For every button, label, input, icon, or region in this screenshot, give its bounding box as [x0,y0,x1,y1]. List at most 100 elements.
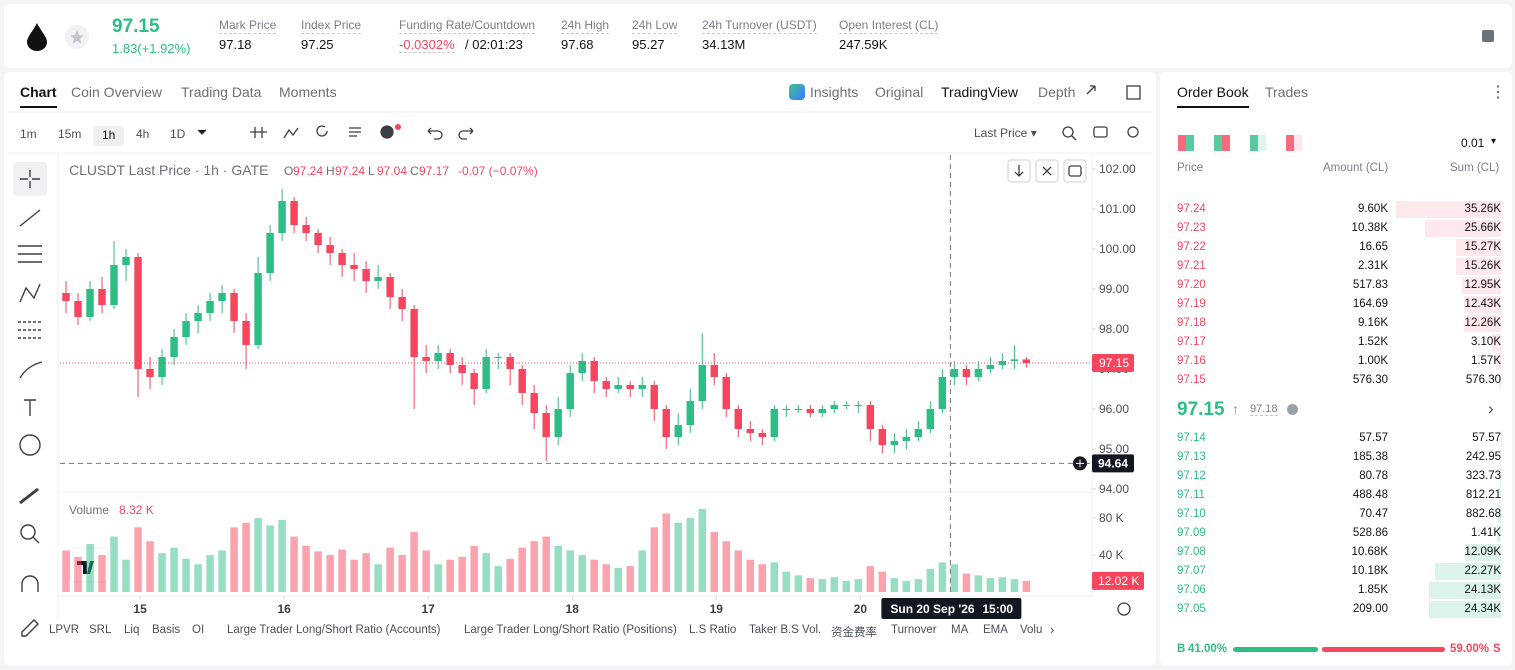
volume-bar [914,579,923,592]
stat-value: 97.68 [561,37,594,52]
indicator[interactable]: L.S Ratio [689,624,737,636]
chart-controls[interactable] [197,85,1141,616]
ob-tab[interactable]: Order Book [1177,84,1249,108]
ob-layout-icon[interactable] [1178,135,1194,151]
price-type[interactable]: Last Price ▾ [974,126,1037,140]
tab[interactable]: Chart [20,84,57,108]
legend-value: -0.07 (−0.07%) [458,164,538,178]
candle-body [230,293,238,321]
candle-body [74,301,82,317]
volume-bar [770,562,778,592]
volume-bar [494,566,502,592]
candle-body [254,273,262,345]
view-tab[interactable]: TradingView [941,84,1019,100]
depth-bar [1499,372,1501,389]
indicator[interactable]: Large Trader Long/Short Ratio (Positions… [464,624,677,636]
ob-layout-icon[interactable] [1250,135,1266,151]
candle-body [866,405,875,429]
candle-body [578,361,586,373]
volume-bar [410,531,418,592]
ob-layout-icon[interactable] [1214,135,1230,151]
last-price: 97.15 [112,16,160,37]
header-icon[interactable] [1480,28,1496,44]
indicator[interactable]: Liq [124,624,140,636]
volume-bar [662,513,670,592]
indicator[interactable]: Large Trader Long/Short Ratio (Accounts) [227,624,441,636]
volume-bar [62,550,70,592]
volume-bar [182,558,190,592]
ob-price: 97.07 [1177,565,1206,577]
indicator[interactable]: OI [192,624,205,636]
volume-bar [674,522,682,592]
depth-bar [1464,315,1501,332]
interval[interactable]: 15m [58,127,82,141]
indicator[interactable]: SRL [89,624,112,636]
volume-bar [482,553,490,592]
ob-menu[interactable]: ⋮ [1490,84,1506,101]
x-tick-label: 17 [422,602,436,616]
volume-bar [446,559,454,592]
view-tab[interactable]: Insights [810,84,859,100]
tab[interactable]: Moments [279,84,337,100]
indicator[interactable]: MA [951,624,969,636]
view-tab[interactable]: Depth [1038,84,1076,100]
volume-bar [926,568,935,592]
favorite-star[interactable] [64,24,90,50]
indicator[interactable]: 资金费率 [831,627,877,639]
indicator[interactable]: EMA [983,624,1008,636]
interval[interactable]: 1h [93,126,125,146]
ob-sum: 812.21 [1465,489,1501,501]
indicator-more[interactable]: › [1050,622,1055,637]
stat-value: 95.27 [632,37,665,52]
ob-layout-icon[interactable] [1286,135,1302,151]
candle-body [206,301,214,313]
ob-sum: 242.95 [1465,451,1501,463]
view-tab[interactable]: Original [875,84,924,100]
volume-bar [506,558,514,592]
ob-sum: 57.57 [1472,432,1501,444]
y-tick-label: 101.00 [1099,202,1136,216]
candle-body [422,357,430,361]
indicator[interactable]: Volu [1020,624,1043,636]
tab[interactable]: Coin Overview [71,84,163,100]
interval[interactable]: 4h [136,127,150,141]
candle-body [98,289,106,305]
ob-price: 97.09 [1177,527,1206,539]
y-tick-label: 95.00 [1099,442,1129,456]
y-tick-label: 94.00 [1099,482,1129,496]
candle-body [398,297,406,309]
crosshair-tag [1092,454,1134,473]
ob-tab[interactable]: Trades [1265,84,1309,100]
candle-body [170,337,178,357]
candle-body [566,373,574,409]
indicator[interactable]: Basis [152,624,181,636]
legend-key: H [326,164,335,178]
ob-price: 97.15 [1177,374,1206,386]
candle-body [266,233,274,273]
interval[interactable]: 1D [170,127,186,141]
crosshair-label: 94.64 [1098,456,1128,470]
ob-sum: 323.73 [1465,470,1501,482]
indicator[interactable]: Taker B.S Vol. [749,624,822,636]
volume-bar [362,553,370,592]
ratio-sell-key: S [1493,643,1501,655]
interval[interactable]: 1m [20,127,37,141]
depth-bar [1464,544,1501,561]
volume-bar [98,555,106,592]
indicator[interactable]: LPVR [49,624,80,636]
ob-price: 97.10 [1177,508,1206,520]
ratio-sell-bar [1321,647,1445,652]
price-change: 1.83(+1.92%) [112,41,191,56]
ob-sum: 1.41K [1470,527,1501,539]
volume-bar [338,549,346,592]
ob-arrow[interactable]: › [1488,399,1494,418]
volume-last-label: 12.02 K [1098,574,1139,588]
volume-bar [230,527,238,592]
tab[interactable]: Trading Data [181,84,262,100]
candle-body [674,425,682,437]
ob-precision[interactable]: 0.01 [1461,136,1485,150]
volume-bar [566,550,574,592]
volume-bar [110,536,118,592]
indicator[interactable]: Turnover [891,624,937,636]
candle-body [86,289,94,317]
